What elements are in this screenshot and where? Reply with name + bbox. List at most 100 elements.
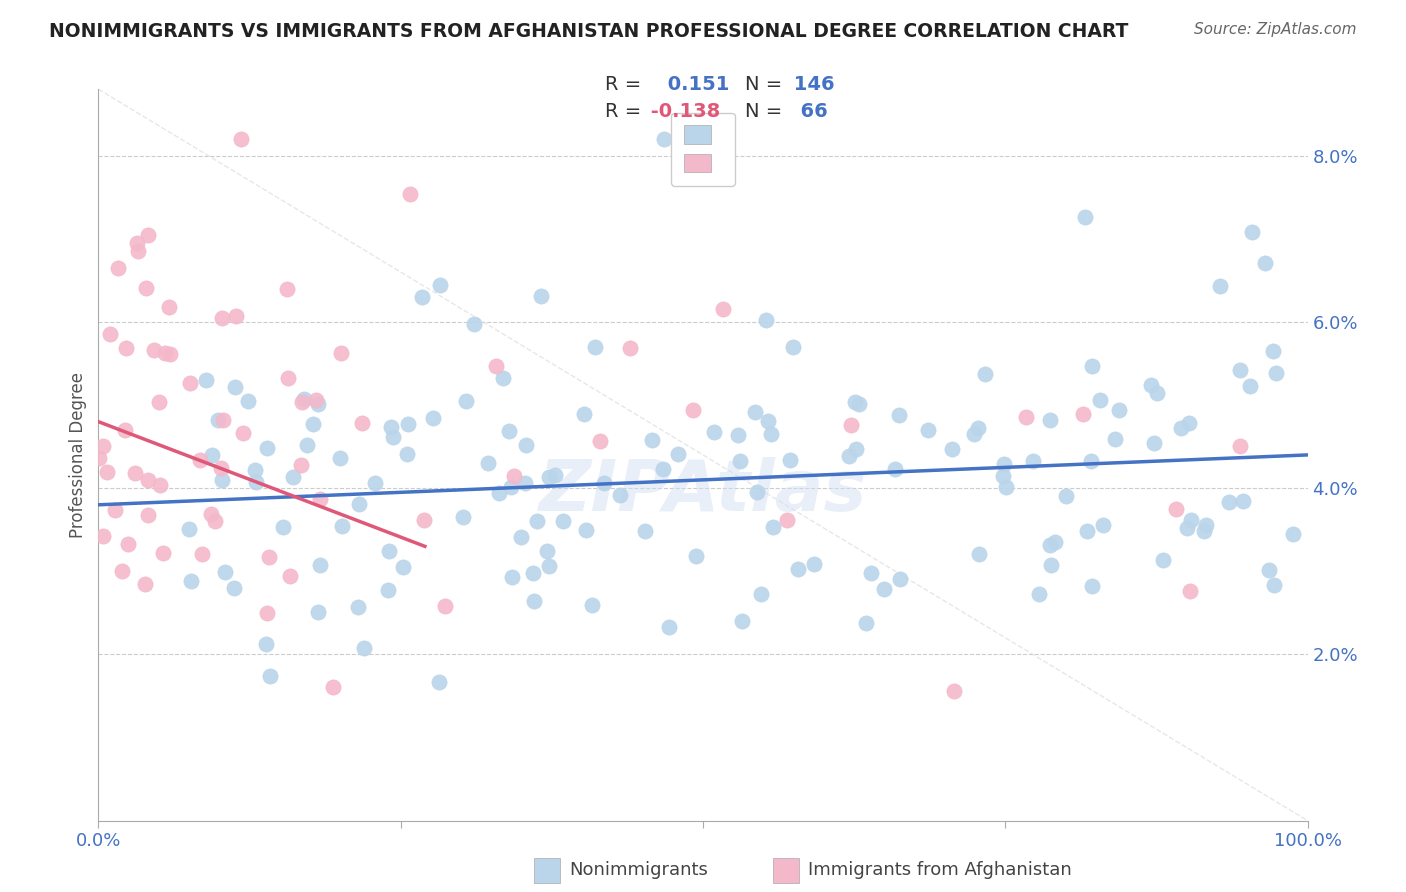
Point: [682, 402, 704, 417]
Point: [747, 484, 769, 499]
Point: [127, 244, 149, 259]
Point: [762, 519, 785, 533]
Point: [1170, 421, 1192, 435]
Point: [991, 469, 1014, 483]
Text: 66: 66: [787, 102, 828, 121]
Point: [453, 510, 475, 524]
Point: [195, 373, 218, 387]
Point: [209, 460, 232, 475]
Point: [142, 343, 165, 357]
Point: [993, 457, 1015, 471]
Point: [889, 572, 911, 586]
Point: [204, 514, 226, 528]
Point: [290, 458, 312, 472]
Point: [159, 300, 181, 314]
Point: [731, 614, 754, 628]
Point: [749, 587, 772, 601]
Point: [873, 582, 896, 597]
Point: [330, 518, 353, 533]
Point: [844, 394, 866, 409]
Y-axis label: Professional Degree: Professional Degree: [69, 372, 87, 538]
Text: NONIMMIGRANTS VS IMMIGRANTS FROM AFGHANISTAN PROFESSIONAL DEGREE CORRELATION CHA: NONIMMIGRANTS VS IMMIGRANTS FROM AFGHANI…: [49, 22, 1129, 41]
Point: [87, 450, 110, 465]
Point: [803, 558, 825, 572]
Point: [1194, 518, 1216, 533]
Point: [537, 470, 560, 484]
Point: [399, 186, 422, 201]
Point: [530, 289, 553, 303]
Point: [855, 616, 877, 631]
Point: [148, 394, 170, 409]
Point: [396, 417, 419, 431]
Point: [515, 438, 537, 452]
Point: [411, 290, 433, 304]
Point: [860, 566, 883, 580]
Point: [755, 312, 778, 326]
Point: [136, 228, 159, 243]
Point: [322, 680, 344, 694]
Point: [211, 474, 233, 488]
Point: [652, 462, 675, 476]
Point: [1178, 416, 1201, 430]
Point: [523, 594, 546, 608]
Point: [200, 507, 222, 521]
Point: [779, 453, 801, 467]
Point: [191, 547, 214, 561]
Point: [245, 475, 267, 489]
Point: [115, 341, 138, 355]
Point: [232, 425, 254, 440]
Point: [492, 371, 515, 385]
Point: [429, 674, 451, 689]
Point: [225, 310, 247, 324]
Point: [1104, 432, 1126, 446]
Point: [652, 132, 675, 146]
Point: [380, 420, 402, 434]
Point: [117, 537, 139, 551]
Text: -0.138: -0.138: [644, 102, 720, 121]
Point: [1209, 278, 1232, 293]
Point: [353, 640, 375, 655]
Legend: , : ,: [672, 113, 734, 186]
Point: [463, 318, 485, 332]
Point: [1081, 359, 1104, 373]
Point: [1021, 453, 1043, 467]
Point: [1264, 366, 1286, 380]
Point: [378, 544, 401, 558]
Text: Source: ZipAtlas.com: Source: ZipAtlas.com: [1194, 22, 1357, 37]
Point: [574, 407, 596, 421]
Point: [501, 570, 523, 584]
Point: [967, 420, 990, 434]
Point: [969, 547, 991, 561]
Point: [1282, 527, 1305, 541]
Text: 0.151: 0.151: [661, 75, 730, 95]
Point: [1180, 513, 1202, 527]
Text: Nonimmigrants: Nonimmigrants: [569, 861, 709, 879]
Point: [838, 449, 860, 463]
Point: [1140, 377, 1163, 392]
Point: [581, 598, 603, 612]
Text: ZIPAtlas: ZIPAtlas: [538, 457, 868, 526]
Point: [259, 668, 281, 682]
Point: [395, 447, 418, 461]
Point: [575, 524, 598, 538]
Point: [974, 367, 997, 381]
Point: [138, 473, 160, 487]
Point: [179, 522, 201, 536]
Point: [995, 480, 1018, 494]
Point: [1178, 583, 1201, 598]
Point: [1108, 403, 1130, 417]
Point: [135, 281, 157, 295]
Point: [917, 423, 939, 437]
Point: [1254, 256, 1277, 270]
Point: [307, 396, 329, 410]
Point: [104, 502, 127, 516]
Point: [848, 397, 870, 411]
Point: [941, 442, 963, 456]
Point: [1143, 435, 1166, 450]
Point: [1071, 407, 1094, 421]
Point: [281, 469, 304, 483]
Point: [727, 428, 749, 442]
Point: [1040, 558, 1063, 573]
Point: [188, 453, 211, 467]
Point: [536, 544, 558, 558]
